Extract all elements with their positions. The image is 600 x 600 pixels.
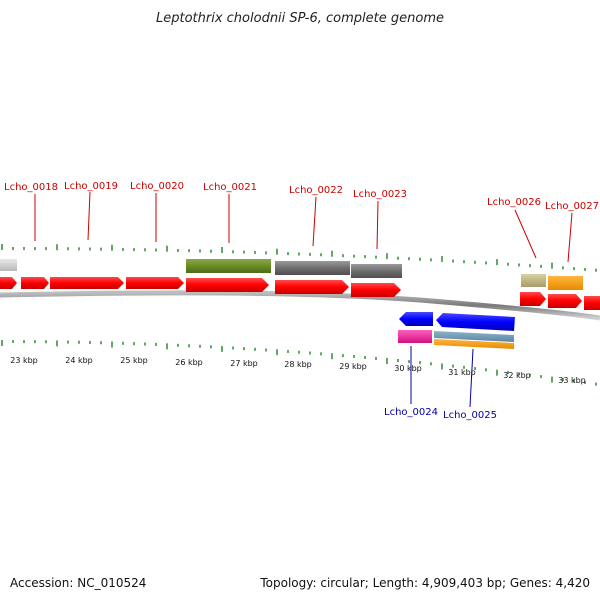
gene-box-grey-1 <box>275 261 350 275</box>
genome-summary-text: Topology: circular; Length: 4,909,403 bp… <box>260 576 590 590</box>
gene-arrow-red-2 <box>50 277 124 289</box>
scale-labels: 23 kbp 24 kbp 25 kbp 26 kbp 27 kbp 28 kb… <box>10 356 586 385</box>
gene-label-lcho-0020: Lcho_0020 <box>130 181 184 192</box>
scale-label-33: 33 kbp <box>558 376 586 385</box>
gene-box-pink <box>398 330 432 343</box>
gene-box-olive <box>186 259 271 273</box>
gene-label-lcho-0023: Lcho_0023 <box>353 189 407 200</box>
gene-box-orange-lower <box>434 339 514 349</box>
gene-label-lcho-0021: Lcho_0021 <box>203 182 257 193</box>
leader-line-0026 <box>514 209 537 259</box>
scale-label-27: 27 kbp <box>230 359 258 368</box>
gene-arrow-red-0 <box>0 277 17 289</box>
scale-ticks-lower <box>1 340 597 386</box>
leader-line-0022 <box>312 196 317 247</box>
gene-label-lcho-0019: Lcho_0019 <box>64 181 118 192</box>
scale-label-30: 30 kbp <box>394 364 422 373</box>
scale-label-24: 24 kbp <box>65 356 93 365</box>
scale-ticks-upper <box>1 244 597 272</box>
gene-arrow-blue-0024 <box>399 312 433 326</box>
genome-backbone <box>0 290 600 321</box>
gene-box-grey-2 <box>351 264 402 278</box>
leader-line-0027 <box>567 212 573 263</box>
scale-label-23: 23 kbp <box>10 356 38 365</box>
gene-label-lcho-0025: Lcho_0025 <box>443 410 497 421</box>
scale-label-26: 26 kbp <box>175 358 203 367</box>
gene-arrow-red-1 <box>21 277 49 289</box>
scale-label-31: 31 kbp <box>448 368 476 377</box>
gene-box-orange <box>548 276 583 290</box>
gene-arrow-red-9 <box>584 296 600 310</box>
leader-line-0019 <box>87 191 91 241</box>
gene-arrow-red-8 <box>548 294 582 308</box>
gene-label-lcho-0018: Lcho_0018 <box>4 182 58 193</box>
gene-label-lcho-0026: Lcho_0026 <box>487 197 541 208</box>
scale-label-32: 32 kbp <box>503 371 531 380</box>
scale-label-25: 25 kbp <box>120 356 148 365</box>
scale-label-28: 28 kbp <box>284 360 312 369</box>
map-title: Leptothrix cholodnii SP-6, complete geno… <box>156 11 444 26</box>
bottom-gene-labels: Lcho_0024 Lcho_0025 <box>384 346 497 421</box>
leader-line-0023 <box>376 200 379 250</box>
gene-arrow-red-4 <box>186 278 269 292</box>
gene-box-steel <box>434 331 514 342</box>
accession-text: Accession: NC_010524 <box>10 576 147 590</box>
gene-arrow-red-7 <box>520 292 546 306</box>
gene-arrow-red-5 <box>275 280 349 294</box>
scale-label-29: 29 kbp <box>339 362 367 371</box>
gene-box-grey-left <box>0 259 17 271</box>
leader-line-0025 <box>469 348 474 408</box>
gene-arrow-blue-0025 <box>436 313 515 331</box>
gene-label-lcho-0022: Lcho_0022 <box>289 185 343 196</box>
gene-label-lcho-0024: Lcho_0024 <box>384 407 438 418</box>
gene-arrow-red-6 <box>351 283 401 297</box>
gene-box-khaki <box>521 274 546 287</box>
top-gene-labels: Lcho_0018 Lcho_0019 Lcho_0020 Lcho_0021 … <box>4 181 599 263</box>
gene-label-lcho-0027: Lcho_0027 <box>545 201 599 212</box>
gene-arrow-red-3 <box>126 277 184 289</box>
